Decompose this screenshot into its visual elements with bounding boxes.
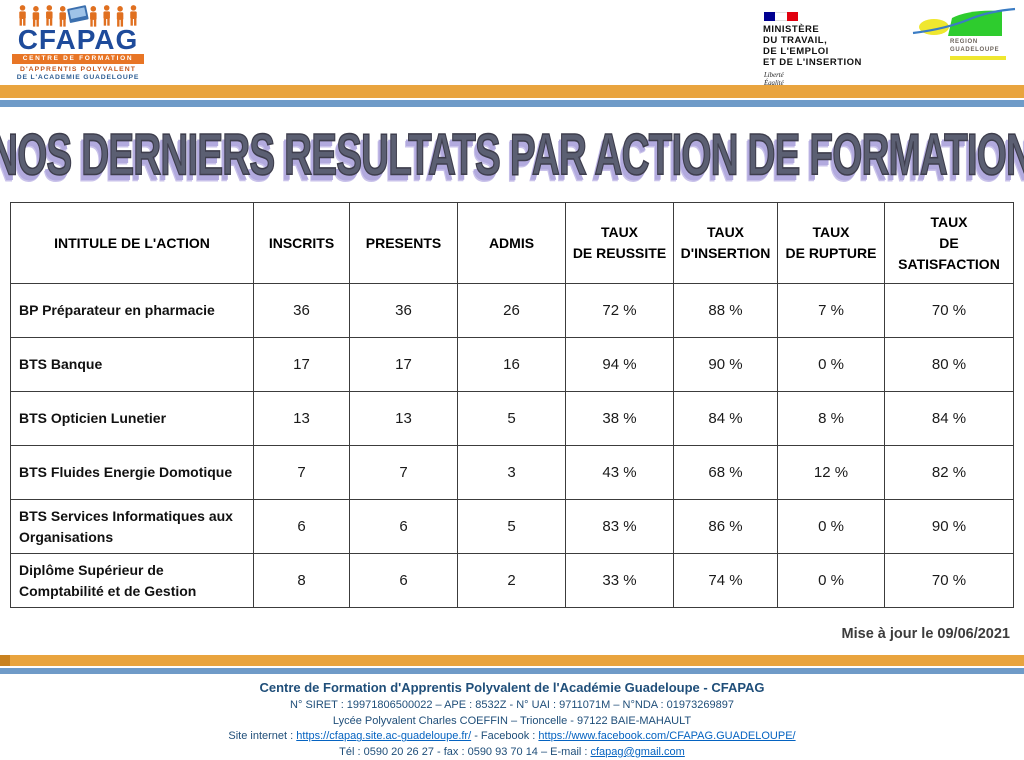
cfapag-logo-banner: CENTRE DE FORMATION: [12, 53, 144, 64]
facebook-link[interactable]: https://www.facebook.com/CFAPAG.GUADELOU…: [538, 730, 796, 743]
cell-inscrits: 8: [253, 553, 350, 608]
cell-taux-insertion: 86 %: [673, 499, 778, 554]
cell-admis: 16: [457, 337, 566, 392]
cell-taux-satisfaction: 70 %: [884, 283, 1014, 338]
cell-taux-satisfaction: 70 %: [884, 553, 1014, 608]
bottom-stripe: [0, 655, 1024, 674]
results-table: INTITULE DE L'ACTION INSCRITS PRESENTS A…: [10, 202, 1014, 608]
cell-presents: 6: [349, 553, 458, 608]
table-row: Diplôme Supérieur de Comptabilité et de …: [10, 553, 1014, 608]
cell-taux-rupture: 12 %: [777, 445, 885, 500]
cell-taux-reussite: 72 %: [565, 283, 674, 338]
cell-taux-insertion: 68 %: [673, 445, 778, 500]
cell-presents: 17: [349, 337, 458, 392]
cell-taux-reussite: 94 %: [565, 337, 674, 392]
email-link[interactable]: cfapag@gmail.com: [590, 745, 685, 758]
cell-taux-rupture: 8 %: [777, 391, 885, 446]
column-header-inscrits: INSCRITS: [253, 202, 350, 284]
table-row: BP Préparateur en pharmacie 36 36 26 72 …: [10, 283, 1014, 338]
cell-inscrits: 36: [253, 283, 350, 338]
cell-admis: 5: [457, 499, 566, 554]
top-stripe: [0, 85, 1024, 107]
column-header-taux-satisfaction: TAUX DE SATISFACTION: [884, 202, 1014, 284]
cell-presents: 7: [349, 445, 458, 500]
cell-admis: 3: [457, 445, 566, 500]
cfapag-logo: CFAPAG CENTRE DE FORMATION D'APPRENTIS P…: [12, 5, 144, 81]
footer-org-name: Centre de Formation d'Apprentis Polyvale…: [259, 680, 765, 695]
region-logo-underline: [950, 56, 1006, 60]
cell-presents: 13: [349, 391, 458, 446]
footer-contact-line: Tél : 0590 20 26 27 - fax : 0590 93 70 1…: [0, 745, 1024, 760]
cell-inscrits: 7: [253, 445, 350, 500]
website-link[interactable]: https://cfapag.site.ac-guadeloupe.fr/: [296, 730, 472, 743]
table-row: BTS Opticien Lunetier 13 13 5 38 % 84 % …: [10, 391, 1014, 446]
last-updated-note: Mise à jour le 09/06/2021: [841, 626, 1010, 642]
cell-taux-insertion: 84 %: [673, 391, 778, 446]
footer: Centre de Formation d'Apprentis Polyvale…: [0, 680, 1024, 760]
cell-inscrits: 17: [253, 337, 350, 392]
footer-site-label: Site internet :: [228, 730, 297, 743]
cell-taux-insertion: 74 %: [673, 553, 778, 608]
cell-presents: 36: [349, 283, 458, 338]
cell-taux-rupture: 0 %: [777, 337, 885, 392]
cell-taux-rupture: 0 %: [777, 499, 885, 554]
column-header-intitule: INTITULE DE L'ACTION: [10, 202, 254, 284]
cfapag-logo-subtitle-2: DE L'ACADEMIE GUADELOUPE: [16, 73, 140, 81]
cell-taux-satisfaction: 82 %: [884, 445, 1014, 500]
table-row: BTS Fluides Energie Domotique 7 7 3 43 %…: [10, 445, 1014, 500]
page-title-text: NOS DERNIERS RESULTATS PAR ACTION DE FOR…: [0, 122, 1024, 189]
cell-taux-insertion: 88 %: [673, 283, 778, 338]
cell-admis: 26: [457, 283, 566, 338]
column-header-taux-rupture: TAUX DE RUPTURE: [777, 202, 885, 284]
cell-taux-satisfaction: 90 %: [884, 499, 1014, 554]
cell-action: BTS Banque: [10, 337, 254, 392]
cell-admis: 2: [457, 553, 566, 608]
cell-presents: 6: [349, 499, 458, 554]
column-header-presents: PRESENTS: [349, 202, 458, 284]
cfapag-logo-subtitle-1: D'APPRENTIS POLYVALENT: [19, 65, 137, 73]
column-header-taux-reussite: TAUX DE REUSSITE: [565, 202, 674, 284]
footer-address: Lycée Polyvalent Charles COEFFIN – Trion…: [332, 714, 692, 727]
cell-taux-satisfaction: 80 %: [884, 337, 1014, 392]
cfapag-people-icon: [19, 5, 137, 27]
stripe-orange-band: [0, 655, 1024, 666]
cell-taux-satisfaction: 84 %: [884, 391, 1014, 446]
stripe-blue-band: [0, 668, 1024, 674]
page-title: NOS DERNIERS RESULTATS PAR ACTION DE FOR…: [0, 122, 1024, 190]
cell-inscrits: 6: [253, 499, 350, 554]
stripe-blue-band: [0, 100, 1024, 107]
cell-taux-rupture: 7 %: [777, 283, 885, 338]
footer-web-line: Site internet : https://cfapag.site.ac-g…: [0, 729, 1024, 745]
french-flag-icon: [764, 12, 798, 21]
region-guadeloupe-icon: [912, 7, 1016, 36]
cell-action: BTS Opticien Lunetier: [10, 391, 254, 446]
footer-phone-label: Tél : 0590 20 26 27 - fax : 0590 93 70 1…: [339, 745, 591, 758]
cell-taux-reussite: 43 %: [565, 445, 674, 500]
cell-taux-reussite: 83 %: [565, 499, 674, 554]
stripe-orange-band: [0, 85, 1024, 98]
cell-taux-insertion: 90 %: [673, 337, 778, 392]
footer-facebook-label: - Facebook :: [471, 730, 539, 743]
region-logo-text: REGION GUADELOUPE: [950, 39, 1000, 53]
cell-inscrits: 13: [253, 391, 350, 446]
column-header-admis: ADMIS: [457, 202, 566, 284]
cell-taux-rupture: 0 %: [777, 553, 885, 608]
cell-action: BTS Services Informatiques aux Organisat…: [10, 499, 254, 554]
cell-admis: 5: [457, 391, 566, 446]
table-row: BTS Services Informatiques aux Organisat…: [10, 499, 1014, 554]
table-row: BTS Banque 17 17 16 94 % 90 % 0 % 80 %: [10, 337, 1014, 392]
cell-action: BP Préparateur en pharmacie: [10, 283, 254, 338]
cfapag-logo-name: CFAPAG: [17, 24, 139, 55]
cell-action: BTS Fluides Energie Domotique: [10, 445, 254, 500]
ministry-title: MINISTÈRE DU TRAVAIL, DE L'EMPLOI ET DE …: [763, 24, 862, 68]
table-header-row: INTITULE DE L'ACTION INSCRITS PRESENTS A…: [10, 202, 1014, 284]
cell-taux-reussite: 38 %: [565, 391, 674, 446]
column-header-taux-insertion: TAUX D'INSERTION: [673, 202, 778, 284]
cell-taux-reussite: 33 %: [565, 553, 674, 608]
footer-registration-ids: N° SIRET : 19971806500022 – APE : 8532Z …: [290, 699, 734, 711]
region-guadeloupe-logo: REGION GUADELOUPE: [912, 6, 1016, 60]
ministry-logo: MINISTÈRE DU TRAVAIL, DE L'EMPLOI ET DE …: [763, 12, 908, 96]
cell-action: Diplôme Supérieur de Comptabilité et de …: [10, 553, 254, 608]
